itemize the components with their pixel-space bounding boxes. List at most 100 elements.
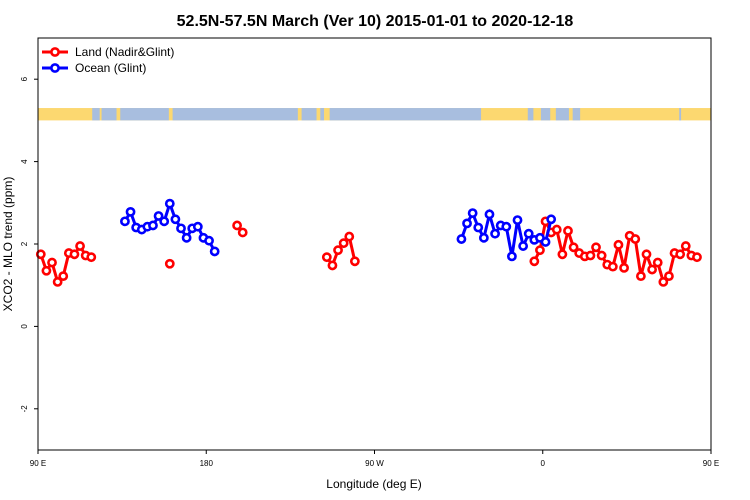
data-point bbox=[658, 277, 669, 287]
data-point bbox=[501, 221, 512, 232]
data-point bbox=[237, 227, 248, 238]
band-ocean bbox=[540, 108, 551, 121]
band-ocean bbox=[172, 108, 298, 121]
x-axis-ticks: 90 E 180 90 W 0 90 E bbox=[30, 450, 719, 468]
data-point bbox=[338, 238, 349, 249]
data-point bbox=[507, 251, 517, 262]
data-point bbox=[585, 250, 596, 261]
x-tick-label: 0 bbox=[541, 459, 546, 468]
data-point bbox=[327, 260, 338, 271]
x-axis-label: Longitude (deg E) bbox=[326, 477, 421, 491]
data-point bbox=[641, 249, 652, 260]
band-ocean bbox=[301, 108, 317, 121]
legend: Land (Nadir&Glint) Ocean (Glint) bbox=[42, 45, 174, 75]
data-point bbox=[535, 245, 545, 256]
band-ocean bbox=[320, 108, 325, 121]
data-point bbox=[484, 209, 495, 220]
data-point bbox=[613, 239, 624, 250]
data-point bbox=[591, 242, 601, 253]
data-point bbox=[551, 224, 562, 235]
band-ocean bbox=[679, 108, 682, 121]
data-point bbox=[148, 220, 158, 231]
plot-frame bbox=[37, 37, 712, 451]
data-point bbox=[529, 256, 540, 267]
data-point bbox=[176, 223, 186, 234]
data-point bbox=[557, 249, 568, 260]
data-point bbox=[344, 231, 355, 242]
data-point bbox=[75, 241, 85, 251]
band-ocean bbox=[527, 108, 534, 121]
data-point bbox=[664, 271, 674, 282]
data-point bbox=[478, 232, 489, 243]
data-point bbox=[209, 246, 220, 257]
x-tick-label: 90 W bbox=[365, 459, 384, 468]
band-ocean bbox=[101, 108, 117, 121]
chart-title: 52.5N-57.5N March (Ver 10) 2015-01-01 to… bbox=[177, 13, 574, 30]
data-point bbox=[164, 198, 175, 209]
data-point bbox=[47, 257, 57, 268]
data-point bbox=[159, 216, 170, 227]
legend-marker bbox=[50, 47, 60, 57]
data-point bbox=[204, 235, 214, 246]
x-tick-label: 90 E bbox=[703, 459, 719, 468]
legend-marker bbox=[50, 63, 60, 73]
data-point bbox=[563, 225, 573, 236]
data-point bbox=[692, 252, 702, 263]
data-point bbox=[518, 241, 529, 251]
band-ocean bbox=[120, 108, 169, 121]
data-point bbox=[35, 249, 46, 260]
data-point bbox=[181, 232, 192, 243]
series-ocean bbox=[120, 198, 557, 262]
data-point bbox=[125, 206, 136, 217]
data-point bbox=[540, 237, 551, 247]
data-point bbox=[635, 271, 646, 282]
data-point bbox=[58, 271, 69, 282]
data-point bbox=[607, 261, 618, 272]
band-ocean bbox=[329, 108, 482, 121]
data-point bbox=[170, 214, 181, 225]
data-point bbox=[69, 249, 80, 260]
data-point bbox=[86, 252, 97, 263]
data-point bbox=[546, 214, 557, 225]
data-point bbox=[41, 265, 52, 276]
data-point bbox=[333, 245, 343, 256]
y-tick-label: 4 bbox=[20, 159, 29, 164]
band-ocean bbox=[92, 108, 100, 121]
y-tick-label: 0 bbox=[20, 324, 29, 329]
data-point bbox=[456, 234, 467, 244]
data-point bbox=[490, 228, 500, 239]
data-point bbox=[349, 256, 360, 267]
data-point bbox=[120, 216, 130, 227]
x-tick-label: 180 bbox=[200, 459, 214, 468]
data-point bbox=[596, 250, 607, 261]
data-point bbox=[164, 258, 175, 269]
data-point bbox=[473, 222, 484, 233]
data-point bbox=[467, 208, 478, 218]
data-point bbox=[680, 241, 691, 251]
y-axis-ticks: -2 0 2 4 6 bbox=[20, 76, 38, 412]
x-tick-label: 90 E bbox=[30, 459, 46, 468]
data-point bbox=[153, 211, 164, 221]
data-point bbox=[630, 234, 641, 244]
data-point bbox=[647, 264, 658, 275]
legend-label: Ocean (Glint) bbox=[75, 61, 146, 75]
y-tick-label: 6 bbox=[20, 76, 29, 81]
y-axis-label: XCO2 - MLO trend (ppm) bbox=[1, 177, 15, 312]
series-line bbox=[39, 243, 92, 285]
data-point bbox=[192, 221, 203, 232]
band-ocean bbox=[572, 108, 581, 121]
data-point bbox=[232, 220, 242, 231]
y-tick-label: -2 bbox=[20, 405, 29, 413]
land-ocean-band bbox=[38, 108, 711, 121]
data-point bbox=[512, 215, 523, 226]
data-point bbox=[52, 277, 63, 287]
data-point bbox=[321, 252, 332, 263]
y-tick-label: 2 bbox=[20, 241, 29, 246]
data-point bbox=[675, 249, 686, 260]
data-point bbox=[619, 262, 629, 273]
data-point bbox=[462, 218, 472, 229]
series-land bbox=[35, 216, 702, 287]
band-ocean bbox=[555, 108, 569, 121]
legend-label: Land (Nadir&Glint) bbox=[75, 45, 174, 59]
